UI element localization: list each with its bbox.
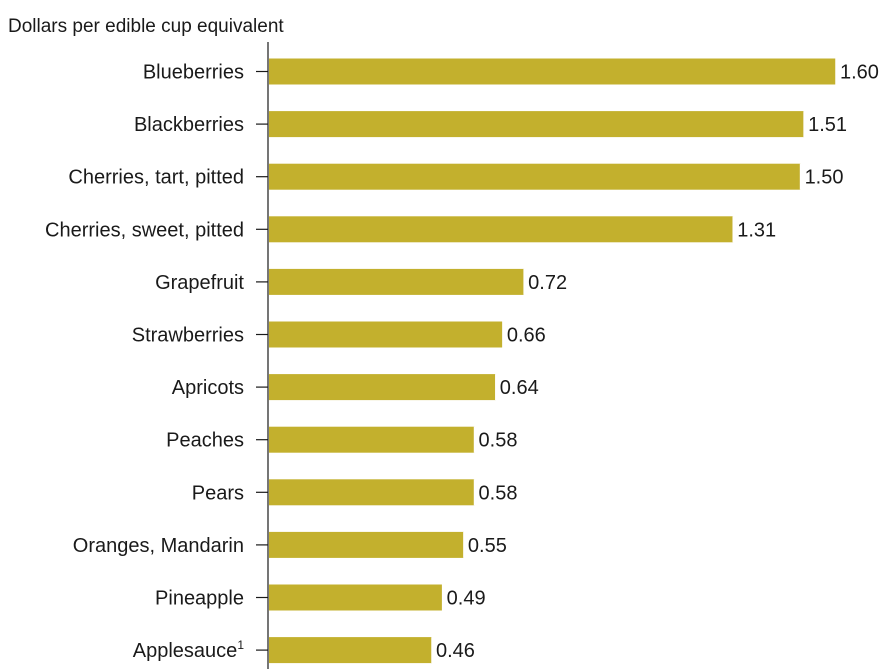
category-label-0: Blueberries xyxy=(143,62,244,84)
category-label-4: Grapefruit xyxy=(155,272,244,294)
value-label-9: 0.55 xyxy=(468,535,507,557)
bar-1 xyxy=(269,111,805,138)
category-label-2: Cherries, tart, pitted xyxy=(68,167,244,189)
value-label-8: 0.58 xyxy=(479,482,518,504)
bar-7 xyxy=(269,426,475,453)
bar-2 xyxy=(269,163,801,190)
category-label-9: Oranges, Mandarin xyxy=(73,535,244,557)
category-label-3: Cherries, sweet, pitted xyxy=(45,219,244,241)
bar-5 xyxy=(269,321,503,348)
category-label-7: Peaches xyxy=(166,430,244,452)
chart-title: Dollars per edible cup equivalent xyxy=(8,16,284,37)
value-labels-group: 1.60 1.51 1.50 1.31 0.72 0.66 0.64 0.58 0.58 0.55… xyxy=(436,62,879,663)
category-label-5: Strawberries xyxy=(132,325,244,347)
bar-3 xyxy=(269,216,734,243)
bar-0 xyxy=(269,58,836,85)
bar-9 xyxy=(269,531,464,558)
value-label-0: 1.60 xyxy=(840,62,879,84)
value-label-2: 1.50 xyxy=(805,167,844,189)
category-label-1: Blackberries xyxy=(134,114,244,136)
value-label-4: 0.72 xyxy=(528,272,567,294)
category-label-8: Pears xyxy=(192,482,244,504)
value-label-7: 0.58 xyxy=(479,430,518,452)
category-label-10: Pineapple xyxy=(155,588,244,610)
category-labels-group: Blueberries Blackberries Cherries, tart, p… xyxy=(45,62,268,662)
value-label-11: 0.46 xyxy=(436,640,475,662)
bar-11 xyxy=(269,637,433,664)
bar-6 xyxy=(269,374,496,401)
value-label-1: 1.51 xyxy=(808,114,847,136)
category-label-11: Applesauce1 xyxy=(133,638,245,662)
value-label-5: 0.66 xyxy=(507,325,546,347)
bars-group xyxy=(269,58,837,664)
value-label-10: 0.49 xyxy=(447,588,486,610)
category-label-6: Apricots xyxy=(172,377,244,399)
bar-4 xyxy=(269,268,525,295)
value-label-3: 1.31 xyxy=(737,219,776,241)
bar-10 xyxy=(269,584,443,611)
bar-8 xyxy=(269,479,475,506)
value-label-6: 0.64 xyxy=(500,377,539,399)
